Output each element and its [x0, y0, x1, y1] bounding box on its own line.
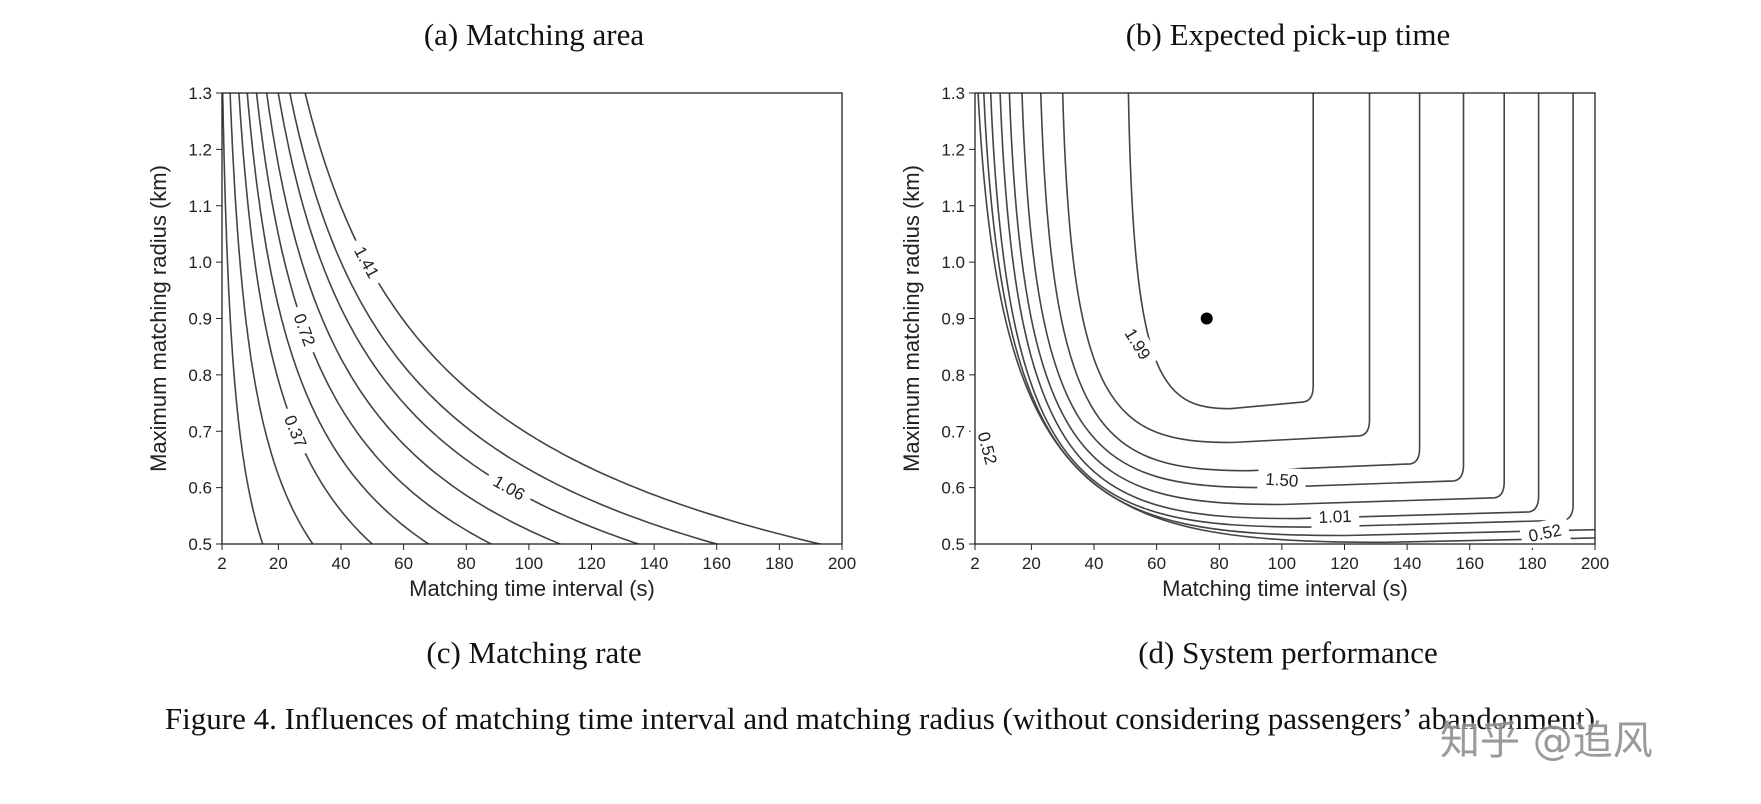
contour-label: 1.50	[1265, 470, 1299, 491]
x-tick-label: 140	[640, 554, 668, 573]
y-tick-label: 0.6	[188, 479, 212, 498]
contour-label-group: 1.01	[1310, 503, 1360, 530]
watermark: 知乎 @追风	[1440, 718, 1653, 764]
y-tick-label: 0.7	[941, 422, 965, 441]
contours	[222, 93, 824, 544]
contour-label-gap	[285, 303, 325, 357]
y-tick-label: 1.1	[941, 197, 965, 216]
contour-label-gap	[482, 465, 537, 510]
contour-label-group: 1.50	[1257, 466, 1307, 494]
subplot-caption: (b) Expected pick-up time	[1126, 17, 1451, 52]
contour-label-group: 1.99	[1114, 317, 1161, 371]
contour-line	[1021, 93, 1465, 489]
marker-point	[1200, 312, 1213, 325]
contour-label-gap	[1257, 466, 1307, 494]
subplot-caption: (a) Matching area	[424, 17, 645, 52]
y-tick-label: 1.1	[188, 197, 212, 216]
subplot-caption: (c) Matching rate	[426, 635, 641, 670]
x-tick-label: 160	[1456, 554, 1484, 573]
x-tick-label: 120	[577, 554, 605, 573]
contour-line	[229, 93, 314, 544]
x-tick-label: 60	[1147, 554, 1166, 573]
y-tick-label: 0.8	[941, 366, 965, 385]
x-tick-label: 100	[1268, 554, 1296, 573]
y-tick-label: 0.7	[188, 422, 212, 441]
contour-label-group: 1.06	[482, 465, 537, 510]
x-tick-label: 80	[1210, 554, 1229, 573]
y-tick-label: 1.2	[188, 140, 212, 159]
x-tick-label: 80	[457, 554, 476, 573]
contour-line	[246, 93, 431, 544]
contour-label-gap	[1518, 515, 1571, 550]
y-tick-label: 1.0	[941, 253, 965, 272]
x-axis-label: Matching time interval (s)	[1162, 576, 1408, 601]
y-tick-label: 0.9	[188, 310, 212, 329]
contour-line	[977, 93, 1595, 544]
x-tick-label: 20	[1022, 554, 1041, 573]
contour-label-group: 0.52	[1518, 515, 1571, 550]
x-tick-label: 200	[828, 554, 856, 573]
contour-line	[255, 93, 494, 544]
x-tick-label: 60	[394, 554, 413, 573]
y-tick-label: 0.6	[941, 479, 965, 498]
contours	[977, 93, 1595, 544]
contour-line	[983, 93, 1595, 537]
x-tick-label: 140	[1393, 554, 1421, 573]
y-axis-label: Maximum matching radius (km)	[146, 165, 171, 472]
contour-line	[265, 93, 563, 544]
y-axis-label: Maximum matching radius (km)	[899, 165, 924, 472]
y-tick-label: 0.9	[941, 310, 965, 329]
y-tick-label: 0.8	[188, 366, 212, 385]
y-tick-label: 1.3	[188, 84, 212, 103]
contour-line	[999, 93, 1540, 520]
contour-line	[1061, 93, 1371, 444]
x-tick-label: 100	[515, 554, 543, 573]
x-tick-label: 40	[1085, 554, 1104, 573]
contour-label-group: 1.41	[344, 235, 389, 289]
contour-line	[989, 93, 1574, 528]
x-tick-label: 20	[269, 554, 288, 573]
contour-label-gap	[344, 235, 389, 289]
contour-line	[289, 93, 720, 544]
contour-line	[222, 93, 264, 544]
x-tick-label: 2	[970, 554, 979, 573]
plot-frame	[974, 92, 1596, 545]
contour-line	[1008, 93, 1505, 506]
x-tick-label: 200	[1581, 554, 1609, 573]
contour-label-group: 0.37	[275, 404, 316, 459]
x-tick-label: 160	[703, 554, 731, 573]
y-tick-label: 0.5	[941, 535, 965, 554]
subplot-caption: (d) System performance	[1138, 635, 1438, 670]
y-tick-label: 1.3	[941, 84, 965, 103]
contour-line	[1127, 93, 1314, 410]
x-tick-label: 120	[1330, 554, 1358, 573]
contour-line	[238, 93, 374, 544]
x-tick-label: 2	[217, 554, 226, 573]
x-tick-label: 180	[765, 554, 793, 573]
contour-label-gap	[275, 404, 316, 459]
x-tick-label: 180	[1518, 554, 1546, 573]
contour-label-gap	[969, 421, 1006, 475]
plot-frame	[221, 92, 843, 545]
contour-label: 1.01	[1318, 507, 1352, 527]
contour-line	[304, 93, 824, 544]
contour-line	[1040, 93, 1421, 472]
x-tick-label: 40	[332, 554, 351, 573]
contour-label-gap	[1310, 503, 1360, 530]
contour-line	[277, 93, 642, 544]
y-tick-label: 1.2	[941, 140, 965, 159]
contour-label-gap	[1114, 317, 1161, 371]
y-tick-label: 1.0	[188, 253, 212, 272]
x-axis-label: Matching time interval (s)	[409, 576, 655, 601]
figure-caption: Figure 4. Influences of matching time in…	[164, 701, 1596, 736]
y-tick-label: 0.5	[188, 535, 212, 554]
